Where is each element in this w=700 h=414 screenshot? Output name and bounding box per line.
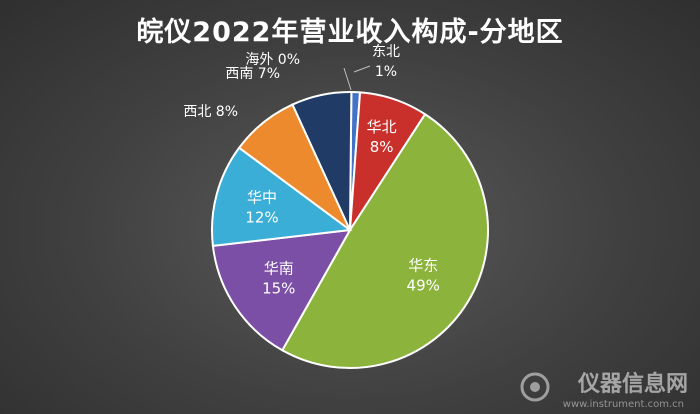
data-label-slice-1-value: 8% (370, 138, 394, 156)
data-label-slice-7-value: 0% (278, 52, 300, 68)
data-label-slice-6: 西南 7% (225, 66, 280, 82)
pie-slice-7-edge (349, 92, 352, 231)
leader-line-slice-7 (343, 67, 352, 91)
data-label-slice-6-value: 7% (258, 66, 280, 82)
data-label-slice-4-name: 华中 (247, 188, 277, 206)
data-label-slice-7: 海外 0% (245, 52, 300, 68)
data-label-slice-3-value: 15% (262, 279, 295, 297)
leader-line-slice-0 (353, 65, 371, 73)
data-label-slice-1-name: 华北 (367, 118, 397, 136)
watermark-text: 仪器信息网 (577, 372, 688, 397)
data-label-slice-3-name: 华南 (264, 259, 294, 277)
data-label-slice-5-name: 西北 (183, 104, 215, 120)
data-label-slice-5: 西北 8% (183, 104, 238, 120)
pie-slice-2 (280, 112, 489, 369)
pie-slice-4 (211, 146, 353, 248)
data-label-slice-4-value: 12% (245, 208, 278, 226)
data-label-slice-7-name: 海外 (245, 52, 277, 68)
data-label-slice-2-name: 华东 (408, 256, 438, 274)
data-label-slice-0-value: 1% (375, 64, 397, 80)
data-label-slice-5-value: 8% (216, 104, 238, 120)
data-label-slice-0-name: 东北 (372, 44, 400, 60)
watermark-url: www.instrument.com.cn (562, 399, 684, 410)
data-label-slice-2-value: 49% (407, 276, 440, 294)
watermark-logo-icon (520, 372, 550, 402)
chart-title: 皖仪2022年营业收入构成-分地区 (136, 17, 564, 48)
data-label-slice-6-name: 西南 (225, 66, 257, 82)
pie-slice-3 (211, 228, 352, 352)
